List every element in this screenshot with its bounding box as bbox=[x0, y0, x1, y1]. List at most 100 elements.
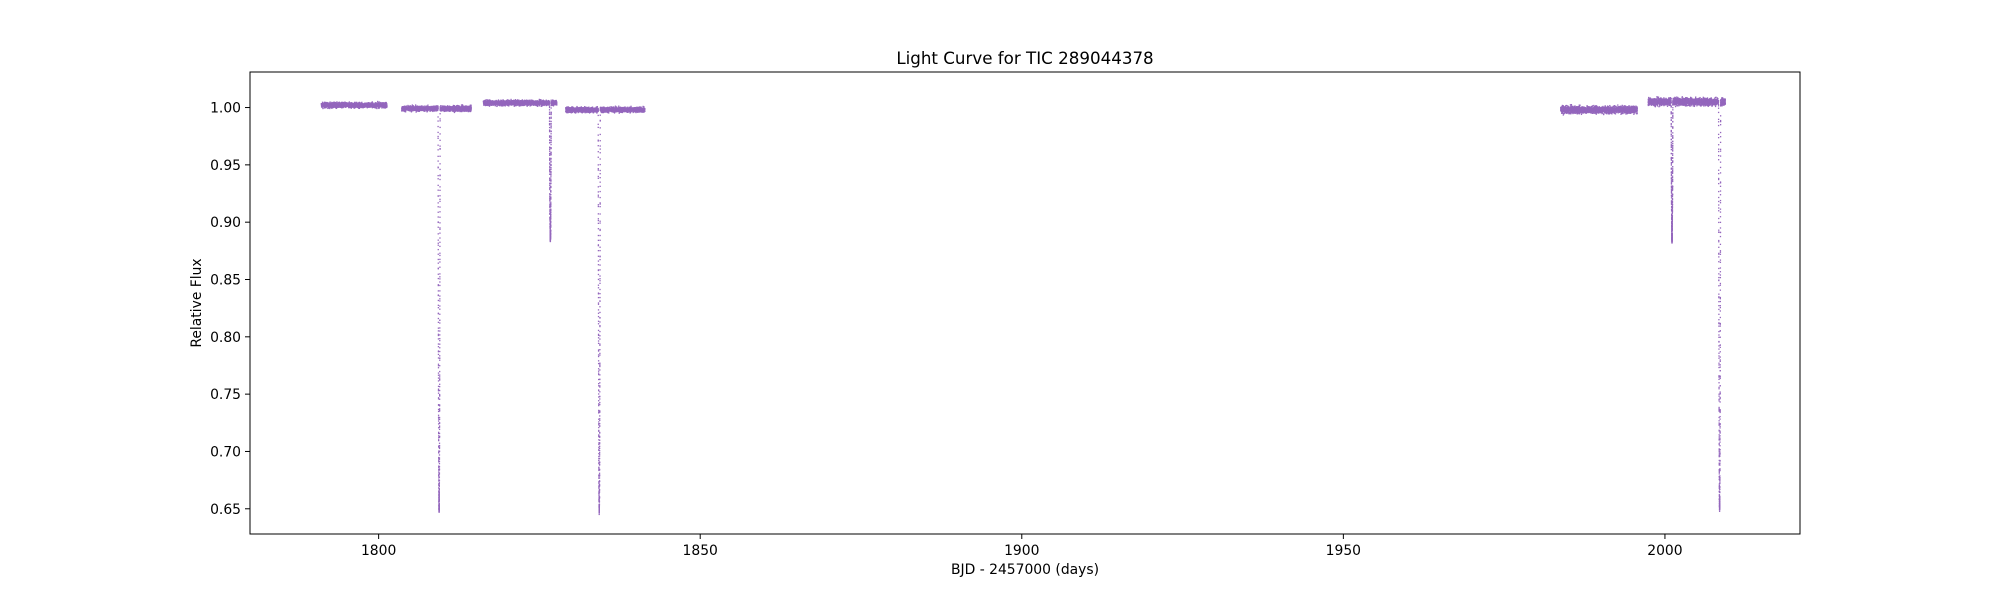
flux-point bbox=[437, 432, 440, 435]
flux-point bbox=[407, 104, 409, 107]
flux-point bbox=[386, 105, 388, 107]
eclipse-point bbox=[438, 422, 441, 424]
flux-point bbox=[494, 104, 497, 107]
eclipse-point bbox=[438, 460, 441, 463]
eclipse-point bbox=[439, 290, 441, 292]
eclipse-point bbox=[438, 477, 440, 479]
eclipse-point bbox=[438, 469, 441, 471]
eclipse-point bbox=[437, 120, 439, 122]
flux-point bbox=[377, 100, 379, 103]
flux-point bbox=[525, 99, 528, 101]
flux-point bbox=[386, 106, 388, 109]
flux-point bbox=[327, 102, 329, 104]
flux-point bbox=[499, 105, 501, 107]
eclipse-point bbox=[438, 475, 440, 477]
flux-point bbox=[437, 290, 439, 292]
flux-point bbox=[437, 390, 440, 392]
eclipse-point bbox=[437, 167, 439, 169]
eclipse-point bbox=[437, 389, 440, 391]
eclipse-point bbox=[437, 284, 439, 286]
flux-point bbox=[497, 99, 500, 101]
eclipse-point bbox=[439, 327, 441, 329]
eclipse-point bbox=[437, 178, 439, 180]
eclipse-point bbox=[437, 202, 439, 204]
eclipse-point bbox=[438, 445, 440, 447]
eclipse-point bbox=[437, 294, 439, 297]
eclipse-point bbox=[438, 504, 440, 507]
eclipse-point bbox=[439, 200, 441, 203]
eclipse-point bbox=[437, 258, 439, 261]
eclipse-point bbox=[437, 216, 439, 218]
flux-point bbox=[504, 105, 506, 107]
flux-point bbox=[456, 104, 459, 107]
eclipse-point bbox=[438, 499, 440, 502]
eclipse-point bbox=[439, 319, 441, 321]
eclipse-point bbox=[437, 189, 439, 191]
flux-point bbox=[344, 101, 346, 103]
eclipse-point bbox=[437, 262, 439, 264]
flux-point bbox=[437, 372, 440, 374]
flux-point bbox=[505, 99, 508, 102]
flux-point bbox=[452, 104, 455, 107]
flux-point bbox=[439, 278, 441, 280]
flux-point bbox=[426, 111, 428, 113]
flux-point bbox=[329, 107, 331, 110]
eclipse-point bbox=[439, 258, 441, 261]
eclipse-point bbox=[438, 468, 441, 470]
flux-point bbox=[519, 105, 522, 107]
eclipse-point bbox=[439, 347, 441, 349]
eclipse-point bbox=[439, 273, 441, 275]
flux-point bbox=[483, 100, 485, 102]
flux-point bbox=[342, 106, 344, 109]
flux-point bbox=[371, 101, 373, 103]
flux-point bbox=[509, 103, 512, 106]
flux-point bbox=[336, 101, 338, 103]
flux-point bbox=[403, 105, 406, 107]
eclipse-point bbox=[438, 479, 441, 482]
eclipse-point bbox=[439, 355, 441, 357]
eclipse-point bbox=[439, 370, 441, 373]
eclipse-point bbox=[437, 195, 439, 197]
flux-point bbox=[439, 252, 441, 254]
flux-point bbox=[381, 106, 383, 108]
eclipse-point bbox=[437, 239, 439, 241]
flux-point bbox=[331, 101, 333, 104]
flux-point bbox=[488, 105, 491, 107]
eclipse-point bbox=[437, 206, 439, 208]
flux-point bbox=[465, 105, 467, 107]
flux-point bbox=[518, 105, 520, 107]
flux-point bbox=[412, 105, 415, 107]
eclipse-point bbox=[439, 385, 441, 388]
flux-point bbox=[414, 106, 416, 108]
eclipse-point bbox=[438, 426, 441, 428]
eclipse-point bbox=[439, 389, 441, 392]
flux-point bbox=[437, 244, 439, 246]
flux-point bbox=[526, 99, 529, 102]
flux-point bbox=[335, 106, 337, 108]
eclipse-point bbox=[438, 507, 440, 509]
flux-point bbox=[350, 102, 353, 105]
flux-point bbox=[377, 102, 379, 104]
flux-point bbox=[439, 298, 441, 300]
eclipse-point bbox=[437, 338, 440, 340]
eclipse-point bbox=[437, 377, 440, 379]
flux-point bbox=[465, 110, 468, 112]
flux-point bbox=[435, 109, 437, 111]
eclipse-point bbox=[437, 404, 440, 406]
flux-point bbox=[515, 104, 517, 106]
flux-point bbox=[339, 102, 341, 104]
flux-point bbox=[513, 99, 516, 102]
flux-point bbox=[376, 102, 378, 104]
flux-point bbox=[520, 100, 522, 102]
eclipse-point bbox=[439, 232, 441, 234]
flux-point bbox=[415, 105, 417, 107]
eclipse-point bbox=[439, 300, 441, 302]
flux-point bbox=[526, 105, 528, 107]
flux-point bbox=[363, 106, 365, 108]
eclipse-point bbox=[438, 439, 440, 441]
flux-point bbox=[410, 110, 412, 112]
eclipse-point bbox=[437, 248, 439, 251]
flux-point bbox=[444, 108, 446, 110]
flux-point bbox=[416, 105, 419, 107]
eclipse-point bbox=[437, 357, 440, 359]
